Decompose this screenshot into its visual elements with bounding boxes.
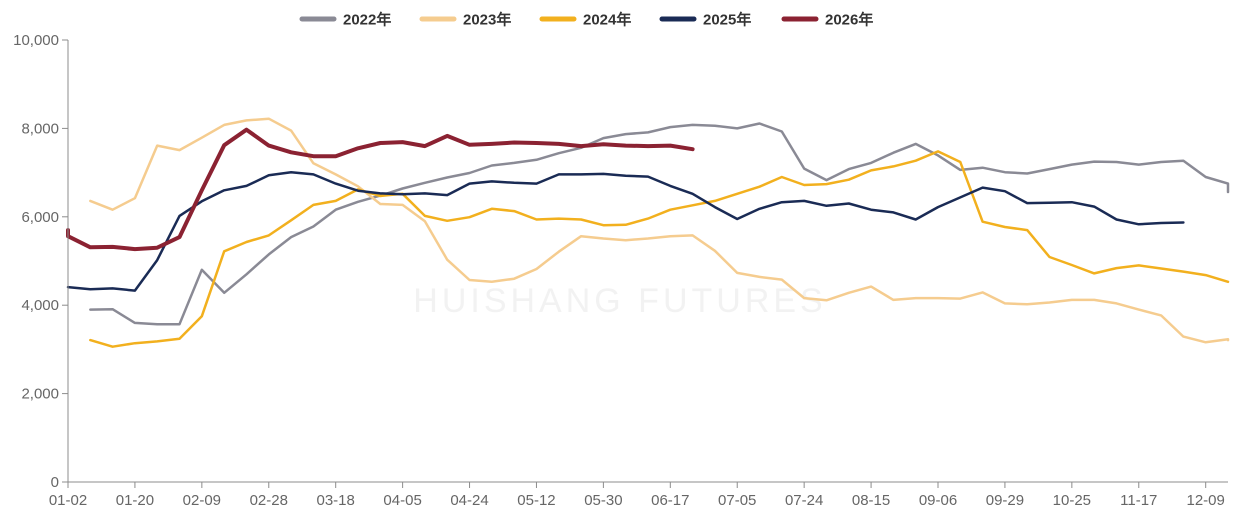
series-lines	[66, 117, 1230, 348]
legend-label: 2022年	[343, 11, 391, 29]
x-tick-label: 04-05	[383, 492, 421, 509]
legend-label: 2024年	[583, 11, 631, 29]
series-line-2022	[89, 122, 1230, 326]
legend: 2022年 2023年 2024年 2025年 2026年	[299, 11, 873, 29]
y-tick-label: 4,000	[21, 297, 59, 314]
x-tick-label: 04-24	[450, 492, 488, 509]
legend-item-2024[interactable]: 2024年	[539, 11, 631, 29]
legend-label: 2026年	[825, 11, 873, 29]
series-line-2024	[89, 150, 1230, 348]
y-tick-label: 8,000	[21, 120, 59, 137]
x-tick-label: 10-25	[1053, 492, 1091, 509]
x-tick-label: 01-20	[116, 492, 154, 509]
y-tick-label: 10,000	[13, 32, 59, 49]
x-tick-label: 12-09	[1187, 492, 1225, 509]
x-tick-label: 05-12	[517, 492, 555, 509]
x-tick-label: 01-02	[49, 492, 87, 509]
axes: 0 2,000 4,000 6,000 8,000 10,000 01-02 01-20 02-…	[13, 32, 1228, 509]
x-tick-label: 03-18	[317, 492, 355, 509]
x-tick-label: 02-09	[183, 492, 221, 509]
x-tick-label: 09-29	[986, 492, 1024, 509]
legend-item-2026[interactable]: 2026年	[781, 11, 873, 29]
x-tick-label: 02-28	[250, 492, 288, 509]
series-line-2025	[66, 170, 1185, 292]
series-line-2026	[66, 127, 695, 252]
watermark: HUISHANG FUTURES	[413, 282, 826, 320]
y-tick-label: 0	[51, 474, 59, 491]
legend-label: 2023年	[463, 11, 511, 29]
legend-item-2022[interactable]: 2022年	[299, 11, 391, 29]
x-tick-label: 08-15	[852, 492, 890, 509]
y-tick-label: 2,000	[21, 386, 59, 403]
x-tick-label: 07-05	[718, 492, 756, 509]
legend-item-2025[interactable]: 2025年	[659, 11, 751, 29]
x-tick-label: 07-24	[785, 492, 823, 509]
x-tick-label: 05-30	[584, 492, 622, 509]
y-tick-label: 6,000	[21, 209, 59, 226]
x-tick-label: 06-17	[651, 492, 689, 509]
x-tick-label: 09-06	[919, 492, 957, 509]
legend-item-2023[interactable]: 2023年	[419, 11, 511, 29]
series-line-2023	[89, 117, 1230, 344]
x-tick-label: 11-17	[1120, 492, 1157, 509]
legend-label: 2025年	[703, 11, 751, 29]
